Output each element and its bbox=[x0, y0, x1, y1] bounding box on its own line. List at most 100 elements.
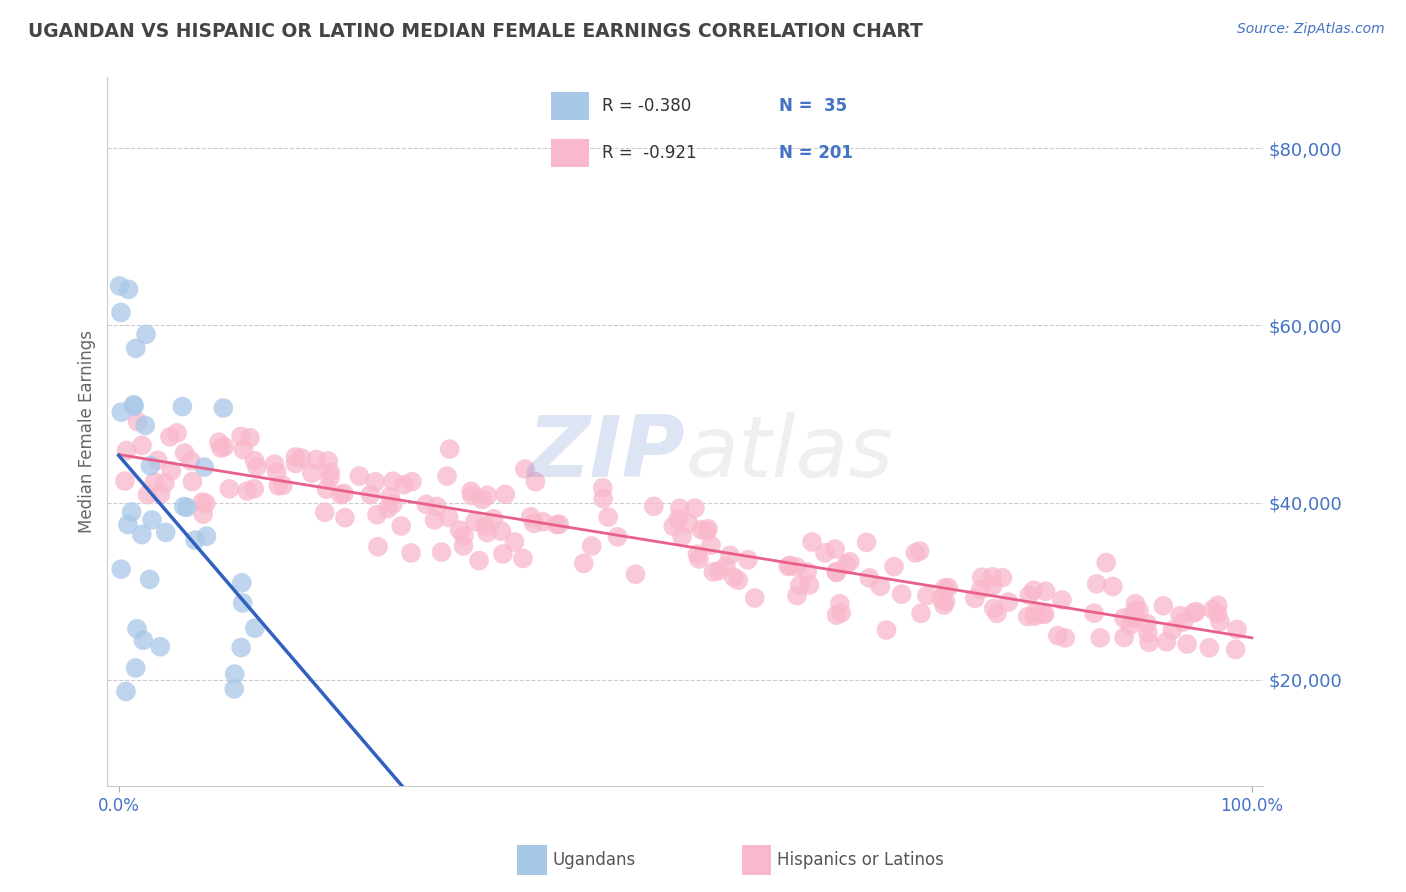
Point bbox=[494, 487, 516, 501]
Text: ZIP: ZIP bbox=[527, 411, 685, 494]
Point bbox=[825, 565, 848, 579]
Point bbox=[389, 519, 412, 533]
Point bbox=[224, 667, 246, 681]
Point bbox=[686, 547, 709, 561]
Point bbox=[319, 471, 342, 485]
Point bbox=[239, 431, 262, 445]
Point bbox=[624, 567, 647, 582]
Point bbox=[477, 488, 499, 502]
Point bbox=[194, 496, 217, 510]
Point bbox=[160, 464, 183, 478]
Point bbox=[173, 446, 195, 460]
Point bbox=[477, 525, 499, 540]
Point bbox=[727, 574, 749, 588]
Point bbox=[1054, 631, 1077, 645]
Point bbox=[212, 440, 235, 454]
Point bbox=[786, 589, 808, 603]
Point bbox=[876, 623, 898, 637]
Point bbox=[581, 539, 603, 553]
Point bbox=[121, 505, 143, 519]
Point bbox=[139, 458, 162, 473]
Point bbox=[830, 606, 852, 620]
Point bbox=[1083, 606, 1105, 620]
Point bbox=[381, 497, 404, 511]
Point bbox=[963, 591, 986, 606]
Point bbox=[359, 488, 381, 502]
Point bbox=[1024, 609, 1046, 624]
Point bbox=[125, 622, 148, 636]
Point bbox=[606, 530, 628, 544]
Point bbox=[125, 661, 148, 675]
Point bbox=[146, 453, 169, 467]
Point bbox=[319, 465, 342, 479]
FancyBboxPatch shape bbox=[551, 92, 589, 120]
Point bbox=[149, 487, 172, 501]
Point bbox=[1112, 611, 1135, 625]
Point bbox=[936, 581, 959, 595]
Point bbox=[825, 608, 848, 623]
Point bbox=[492, 547, 515, 561]
Point bbox=[449, 523, 471, 537]
Point bbox=[236, 483, 259, 498]
Point bbox=[366, 508, 388, 522]
Point bbox=[513, 462, 536, 476]
Point bbox=[683, 501, 706, 516]
Point bbox=[1022, 583, 1045, 598]
Point bbox=[1136, 616, 1159, 631]
Point bbox=[180, 453, 202, 467]
Point bbox=[697, 522, 720, 536]
Point bbox=[799, 578, 821, 592]
Point bbox=[314, 505, 336, 519]
Point bbox=[399, 546, 422, 560]
Point bbox=[825, 566, 848, 580]
Point bbox=[931, 591, 953, 606]
Point bbox=[430, 545, 453, 559]
Point bbox=[195, 529, 218, 543]
Point bbox=[838, 555, 860, 569]
Point bbox=[149, 640, 172, 654]
Point bbox=[377, 501, 399, 516]
Point bbox=[184, 533, 207, 548]
Point bbox=[333, 510, 356, 524]
Point bbox=[801, 535, 824, 549]
Point bbox=[267, 479, 290, 493]
Point bbox=[153, 475, 176, 490]
Point bbox=[934, 581, 956, 595]
Point bbox=[512, 551, 534, 566]
Point bbox=[700, 538, 723, 552]
Point bbox=[224, 681, 246, 696]
Point bbox=[208, 435, 231, 450]
Point bbox=[426, 500, 449, 514]
Text: atlas: atlas bbox=[685, 411, 893, 494]
Point bbox=[1085, 577, 1108, 591]
Point bbox=[143, 475, 166, 489]
Point bbox=[193, 460, 215, 475]
Point bbox=[883, 559, 905, 574]
Point bbox=[246, 459, 269, 474]
Point bbox=[796, 565, 818, 579]
Text: Hispanics or Latinos: Hispanics or Latinos bbox=[776, 851, 943, 869]
Point bbox=[503, 535, 526, 549]
Point bbox=[1225, 642, 1247, 657]
Point bbox=[643, 500, 665, 514]
Point bbox=[1046, 629, 1069, 643]
Point bbox=[301, 466, 323, 480]
Point bbox=[115, 443, 138, 458]
Point bbox=[367, 540, 389, 554]
Point bbox=[436, 469, 458, 483]
Point bbox=[364, 475, 387, 489]
Point bbox=[315, 482, 337, 496]
Point bbox=[1226, 623, 1249, 637]
Point bbox=[316, 454, 339, 468]
Point bbox=[232, 596, 254, 610]
Point bbox=[702, 565, 724, 579]
Point bbox=[1137, 635, 1160, 649]
Point bbox=[243, 453, 266, 467]
Y-axis label: Median Female Earnings: Median Female Earnings bbox=[79, 330, 96, 533]
Point bbox=[491, 524, 513, 538]
Point bbox=[229, 429, 252, 443]
Point bbox=[127, 415, 149, 429]
Point bbox=[1156, 634, 1178, 648]
Point bbox=[1161, 624, 1184, 638]
Point bbox=[1035, 584, 1057, 599]
